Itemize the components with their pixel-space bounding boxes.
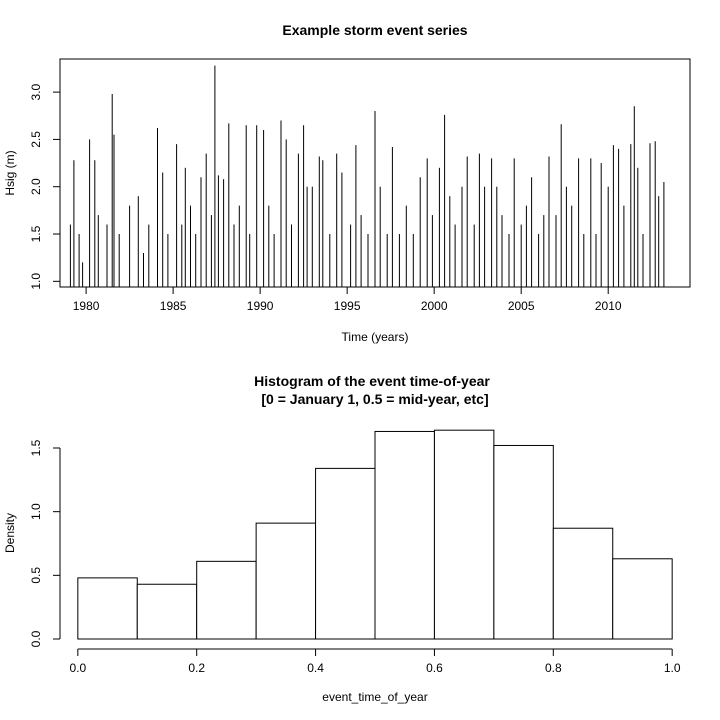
histogram-y-tick-label: 0.0 bbox=[29, 630, 43, 647]
histogram-x-tick-label: 0.6 bbox=[426, 661, 443, 675]
histogram-bar bbox=[255, 522, 317, 640]
histogram-bar bbox=[374, 430, 435, 640]
storm-series-x-tick-label: 1995 bbox=[334, 299, 361, 313]
histogram-bar bbox=[196, 560, 257, 640]
storm-series-x-tick-label: 2005 bbox=[508, 299, 535, 313]
storm-series-y-tick-label: 1.5 bbox=[29, 225, 43, 242]
histogram-y-axis-label: Density bbox=[3, 513, 17, 553]
histogram-bar bbox=[493, 444, 554, 640]
histogram-panel: Histogram of the event time-of-year [0 =… bbox=[3, 373, 681, 704]
storm-series-x-tick-label: 1990 bbox=[247, 299, 274, 313]
storm-series-x-tick-label: 1980 bbox=[73, 299, 100, 313]
histogram-y-tick-label: 0.5 bbox=[29, 567, 43, 584]
histogram-x-tick-label: 0.8 bbox=[545, 661, 562, 675]
storm-series-y-tick-label: 3.0 bbox=[29, 83, 43, 100]
storm-series-x-tick-label: 1985 bbox=[160, 299, 187, 313]
histogram-bar bbox=[136, 583, 198, 640]
storm-series-panel: Example storm event series 1980 1985 1990 1… bbox=[3, 22, 691, 344]
histogram-title: Histogram of the event time-of-year bbox=[254, 373, 490, 389]
storm-series-y-tick-label: 1.0 bbox=[29, 273, 43, 290]
histogram-y-tick-label: 1.0 bbox=[29, 503, 43, 520]
storm-series-x-axis: 1980 1985 1990 1995 2000 2005 2010 bbox=[73, 286, 622, 313]
histogram-subtitle: [0 = January 1, 0.5 = mid-year, etc] bbox=[261, 391, 488, 407]
storm-series-y-axis: 1.0 1.5 2.0 2.5 3.0 bbox=[29, 83, 61, 290]
histogram-bars bbox=[77, 429, 673, 640]
histogram-bar bbox=[612, 558, 673, 640]
storm-series-spikes bbox=[69, 65, 665, 287]
storm-series-x-tick-label: 2010 bbox=[595, 299, 622, 313]
histogram-x-axis-label: event_time_of_year bbox=[322, 690, 427, 704]
histogram-y-tick-label: 1.5 bbox=[29, 439, 43, 456]
histogram-x-tick-label: 1.0 bbox=[664, 661, 681, 675]
histogram-bar bbox=[552, 527, 614, 640]
storm-series-title: Example storm event series bbox=[282, 22, 467, 38]
histogram-x-axis: 0.0 0.2 0.4 0.6 0.8 1.0 bbox=[69, 648, 681, 675]
storm-series-y-axis-label: Hsig (m) bbox=[3, 150, 17, 195]
histogram-x-tick-label: 0.0 bbox=[69, 661, 86, 675]
histogram-bar bbox=[433, 429, 495, 640]
storm-series-y-tick-label: 2.5 bbox=[29, 131, 43, 148]
histogram-y-axis: 0.0 0.5 1.0 1.5 bbox=[29, 439, 61, 647]
histogram-x-tick-label: 0.2 bbox=[188, 661, 205, 675]
histogram-bar bbox=[315, 467, 376, 640]
histogram-x-tick-label: 0.4 bbox=[307, 661, 324, 675]
histogram-bar bbox=[77, 577, 138, 640]
storm-series-x-axis-label: Time (years) bbox=[342, 330, 409, 344]
storm-series-x-tick-label: 2000 bbox=[421, 299, 448, 313]
storm-series-y-tick-label: 2.0 bbox=[29, 178, 43, 195]
